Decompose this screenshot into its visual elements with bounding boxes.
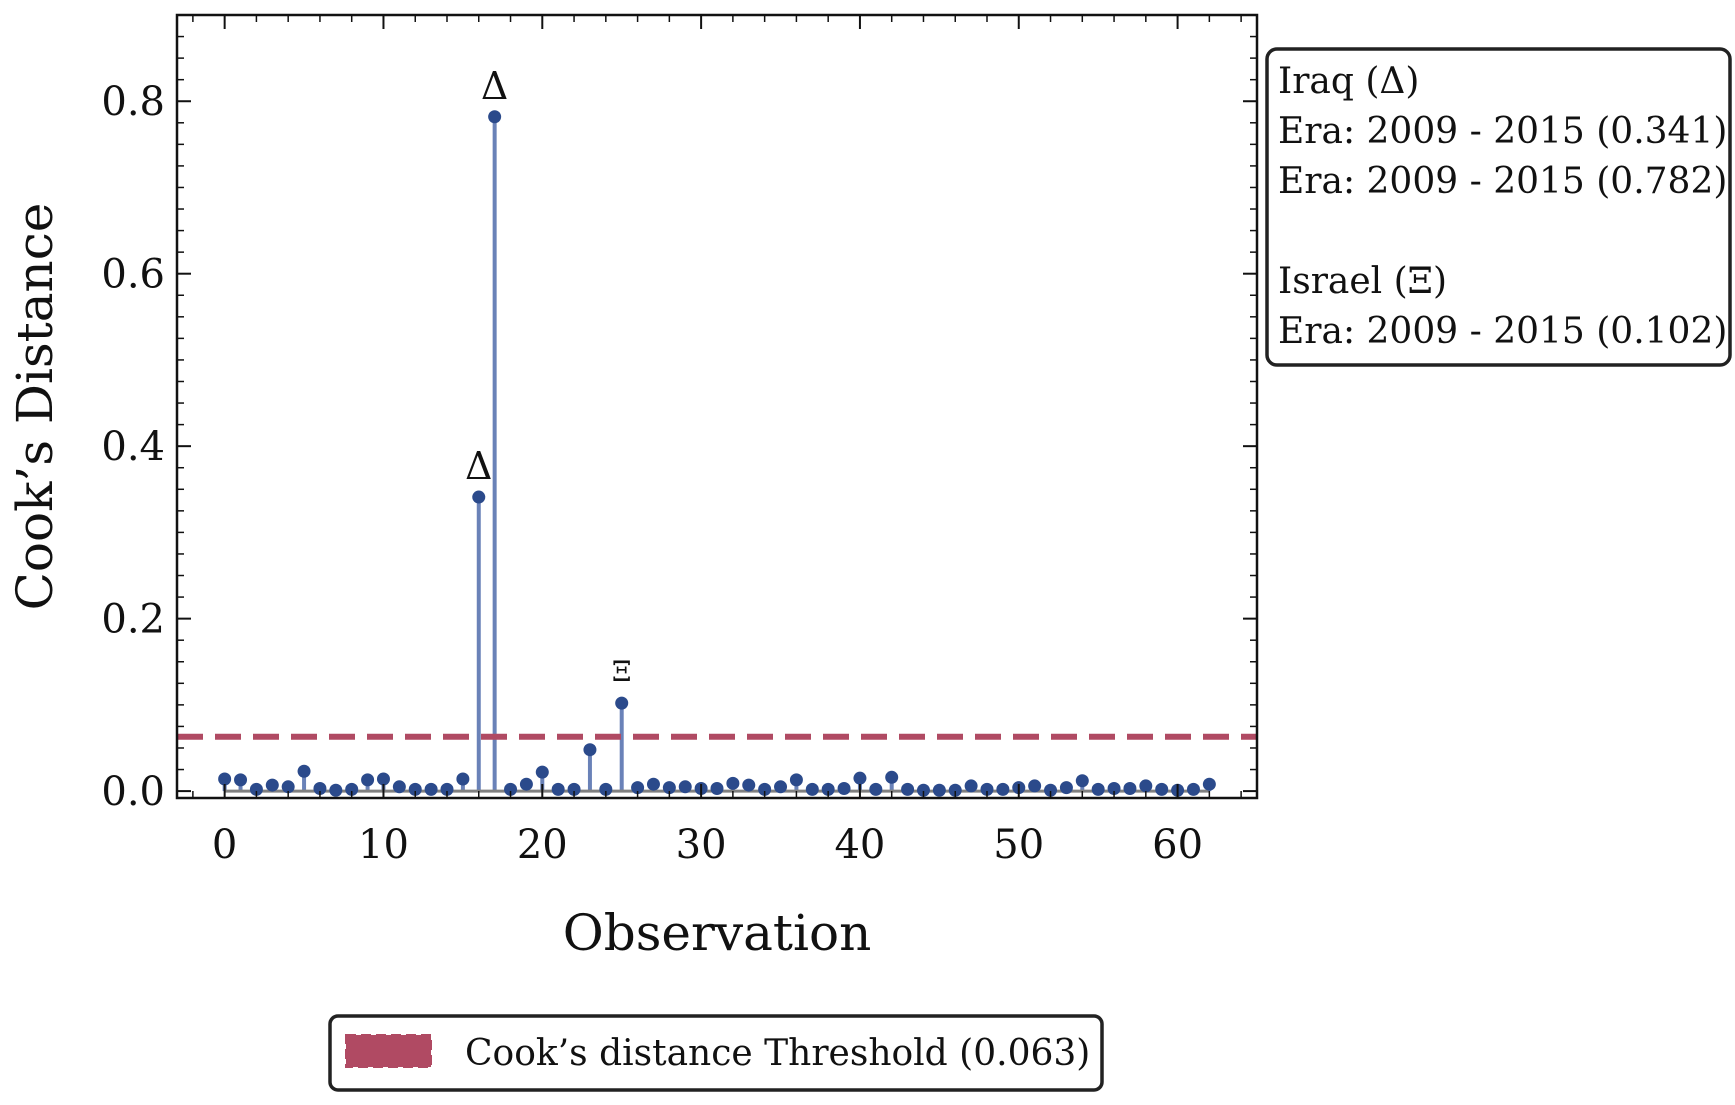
data-point: [678, 780, 692, 794]
data-point: [583, 743, 597, 757]
note-line: Israel (Ξ): [1278, 261, 1447, 302]
note-line: Era: 2009 - 2015 (0.782): [1278, 161, 1727, 202]
legend-threshold-swatch: [345, 1034, 432, 1068]
data-point: [297, 764, 311, 778]
data-point: [392, 780, 406, 794]
data-point: [424, 782, 438, 796]
data-point: [821, 782, 835, 796]
data-point: [869, 782, 883, 796]
data-point: [916, 783, 930, 797]
data-point: [1186, 782, 1200, 796]
data-point: [837, 782, 851, 796]
data-point: [1107, 782, 1121, 796]
data-point: [742, 778, 756, 792]
data-point: [853, 771, 867, 785]
data-point: [964, 779, 978, 793]
data-point: [948, 783, 962, 797]
data-point: [1044, 783, 1058, 797]
data-point: [662, 781, 676, 795]
legend-threshold-label: Cook’s distance Threshold (0.063): [465, 1033, 1090, 1074]
data-point: [472, 490, 486, 504]
ticks-layer: 0 10 20 30 40 50 60 0.0 0.2 0.4 0.6 0.8: [101, 15, 1257, 868]
note-line: Era: 2009 - 2015 (0.102): [1278, 311, 1727, 352]
data-point: [599, 782, 613, 796]
x-tick-label: 20: [517, 822, 568, 868]
x-tick-label: 50: [993, 822, 1044, 868]
data-point: [504, 782, 518, 796]
note-lines: Iraq (Δ) Era: 2009 - 2015 (0.341) Era: 200…: [1278, 61, 1727, 352]
data-point: [249, 782, 263, 796]
legend: Cook’s distance Threshold (0.063): [328, 1014, 1104, 1092]
y-tick-label: 0.2: [101, 597, 165, 643]
data-point: [789, 773, 803, 787]
data-point: [996, 782, 1010, 796]
data-point: [885, 770, 899, 784]
data-point: [1202, 777, 1216, 791]
data-point: [567, 782, 581, 796]
annotation-note-box: Iraq (Δ) Era: 2009 - 2015 (0.341) Era: 200…: [1265, 47, 1732, 367]
note-line: Iraq (Δ): [1278, 61, 1419, 102]
data-point: [361, 773, 375, 787]
data-point: [535, 765, 549, 779]
data-point: [329, 783, 343, 797]
data-point: [218, 772, 232, 786]
data-point: [758, 782, 772, 796]
x-tick-label: 0: [212, 822, 237, 868]
note-line: Era: 2009 - 2015 (0.341): [1278, 111, 1727, 152]
data-point: [710, 782, 724, 796]
legend-frame: [328, 1014, 1104, 1092]
note-box-frame: [1265, 47, 1732, 367]
data-point: [980, 782, 994, 796]
stems-layer: [222, 116, 1212, 792]
data-point: [726, 776, 740, 790]
data-point: [1139, 779, 1153, 793]
data-point: [932, 783, 946, 797]
data-point: [901, 782, 915, 796]
data-point: [1059, 781, 1073, 795]
plot-frame: [175, 13, 1259, 800]
data-point: [519, 777, 533, 791]
x-tick-label: 40: [834, 822, 885, 868]
outlier-marker-label: Δ: [465, 444, 492, 488]
data-point: [631, 781, 645, 795]
data-point: [345, 782, 359, 796]
data-point: [313, 782, 327, 796]
data-point: [615, 696, 629, 710]
data-point: [1155, 782, 1169, 796]
outlier-marker-label: Ξ: [612, 655, 632, 688]
data-point: [1028, 779, 1042, 793]
data-point: [376, 772, 390, 786]
data-point: [456, 772, 470, 786]
y-tick-label: 0.0: [101, 769, 165, 815]
x-tick-label: 60: [1152, 822, 1203, 868]
y-tick-label: 0.6: [101, 252, 165, 298]
y-axis-title: Cook’s Distance: [6, 203, 64, 611]
x-axis-title: Observation: [563, 904, 872, 962]
data-point: [646, 777, 660, 791]
y-tick-label: 0.8: [101, 79, 165, 125]
data-point: [1075, 774, 1089, 788]
outlier-marker-label: Δ: [481, 64, 508, 108]
data-point: [1123, 782, 1137, 796]
data-point: [234, 773, 248, 787]
y-tick-label: 0.4: [101, 424, 165, 470]
x-tick-label: 10: [358, 822, 409, 868]
data-point: [408, 782, 422, 796]
points-layer: [218, 110, 1216, 797]
x-tick-label: 30: [676, 822, 727, 868]
data-point: [440, 782, 454, 796]
data-point: [1091, 782, 1105, 796]
data-point: [551, 782, 565, 796]
annotations-layer: Δ Δ Ξ: [465, 64, 632, 688]
data-point: [488, 110, 502, 124]
data-point: [774, 780, 788, 794]
data-point: [281, 780, 295, 794]
data-point: [265, 778, 279, 792]
data-point: [805, 782, 819, 796]
